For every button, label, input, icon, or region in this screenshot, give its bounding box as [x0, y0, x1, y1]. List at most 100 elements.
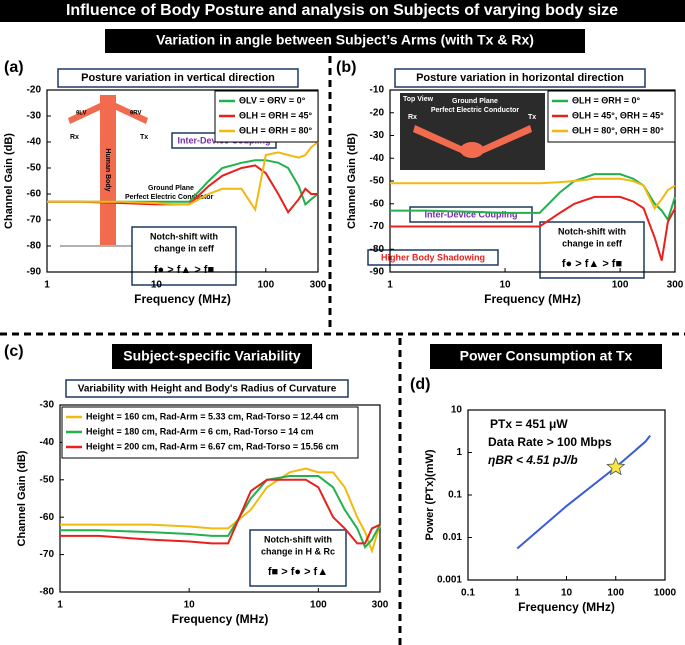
- y-tick-label: -20: [370, 107, 385, 118]
- panel-label: (b): [336, 59, 356, 76]
- y-tick-label: -30: [370, 130, 385, 141]
- x-tick-label: 10: [499, 280, 511, 291]
- series-line: [516, 434, 651, 550]
- legend-label: ΘLH = ΘRH = 0°: [572, 95, 641, 105]
- series-line: [60, 467, 381, 554]
- annotation: Notch-shift with: [264, 534, 332, 544]
- x-tick-label: 1: [514, 588, 520, 599]
- y-tick-label: -50: [27, 163, 42, 174]
- x-tick-label: 300: [310, 280, 327, 291]
- y-tick-label: 1: [456, 447, 462, 458]
- y-tick-label: -40: [40, 437, 55, 448]
- y-tick-label: -70: [40, 549, 55, 560]
- inset-label: θRV: [130, 111, 141, 117]
- y-tick-label: -90: [370, 267, 385, 278]
- series-line: [47, 141, 319, 213]
- panel-title: Posture variation in horizontal directio…: [416, 72, 624, 84]
- section-bar: [430, 344, 662, 369]
- panel-title-box: [57, 68, 299, 88]
- annotation: Notch-shift with: [558, 226, 626, 236]
- panel-title-box: [394, 68, 646, 88]
- y-tick-label: -20: [27, 85, 42, 96]
- x-tick-label: 300: [667, 280, 684, 291]
- x-tick-label: 300: [372, 600, 389, 611]
- y-tick-label: -50: [370, 176, 385, 187]
- legend-label: Height = 180 cm, Rad-Arm = 6 cm, Rad-Tor…: [86, 426, 314, 436]
- plot-frame: [59, 404, 381, 593]
- annotation: Higher Body Shadowing: [381, 252, 485, 262]
- legend-label: Height = 160 cm, Rad-Arm = 5.33 cm, Rad-…: [86, 411, 339, 421]
- series-line: [390, 177, 676, 211]
- annotation: change in εeff: [154, 243, 215, 253]
- y-tick-label: 10: [451, 405, 463, 416]
- panel-title: Variability with Height and Body's Radiu…: [78, 384, 337, 395]
- y-tick-label: -80: [370, 244, 385, 255]
- inset-b: Top View Ground Plane Perfect Electric C…: [400, 93, 545, 170]
- y-axis-label: Channel Gain (dB): [16, 450, 28, 546]
- y-tick-label: -90: [27, 267, 42, 278]
- y-tick-label: -10: [370, 85, 385, 96]
- annotation: ηBR < 4.51 pJ/b: [488, 453, 578, 467]
- y-tick-label: -30: [40, 400, 55, 411]
- annotation: Inter-Device Coupling: [424, 209, 517, 219]
- y-tick-label: 0.001: [437, 575, 462, 586]
- y-tick-label: -70: [370, 221, 385, 232]
- annotation: f● > f▲ > f■: [562, 258, 622, 270]
- inset-label: Tx: [140, 134, 148, 141]
- y-tick-label: 0.01: [443, 532, 463, 543]
- panel-title: Posture variation in vertical direction: [81, 72, 275, 84]
- figure-title: Influence of Body Posture and analysis o…: [66, 2, 618, 19]
- plot-frame: [46, 89, 319, 273]
- y-tick-label: -40: [370, 153, 385, 164]
- series-line: [47, 164, 318, 214]
- header-bar: [0, 0, 685, 22]
- legend-label: Height = 200 cm, Rad-Arm = 6.67 cm, Rad-…: [86, 441, 339, 451]
- plot-area: 1 10 100 300 -90 -80 -70 -60 -50 -40 -30 -20 Frequen…: [3, 85, 327, 307]
- y-axis-label: Channel Gain (dB): [3, 133, 15, 229]
- legend-label: ΘLH = 45°, ΘRH = 45°: [572, 110, 664, 120]
- y-tick-label: -30: [27, 111, 42, 122]
- x-tick-label: 1000: [654, 588, 677, 599]
- legend-box: [61, 406, 359, 459]
- section-bar: [105, 29, 585, 53]
- y-tick-label: -60: [40, 512, 55, 523]
- x-tick-label: 100: [607, 588, 624, 599]
- inset-label: Rx: [408, 114, 417, 121]
- x-axis-label: Frequency (MHz): [172, 612, 269, 626]
- annotation: Notch-shift with: [150, 231, 218, 241]
- annotation: f■ > f● > f▲: [268, 566, 328, 578]
- annotation-box: [249, 529, 347, 587]
- annotation: PTx = 451 μW: [490, 417, 568, 431]
- arm-shape: [116, 103, 148, 124]
- panel-title-box: [65, 379, 349, 398]
- plot-area: 1 10 100 300 -80 -70 -60 -50 -40 -30 Frequency (MH…: [16, 400, 389, 627]
- x-tick-label: 10: [184, 600, 196, 611]
- x-tick-label: 100: [310, 600, 327, 611]
- x-axis-label: Frequency (MHz): [134, 292, 231, 306]
- legend-label: ΘLH = ΘRH = 80°: [239, 125, 313, 135]
- annotation-box: [367, 249, 499, 266]
- inset-label: Ground Plane: [452, 98, 498, 105]
- series-line: [390, 195, 676, 261]
- body-shape: [100, 95, 116, 245]
- inset-a: Rx Tx Human Body Ground Plane Perfect El…: [60, 95, 214, 247]
- arm-shape: [68, 103, 100, 124]
- annotation: Data Rate > 100 Mbps: [488, 435, 612, 449]
- annotation-box: [539, 221, 645, 279]
- y-axis-label: Power (PTx)(mW): [424, 449, 436, 540]
- inset-label: Tx: [528, 114, 536, 121]
- y-tick-label: -80: [27, 241, 42, 252]
- legend-label: ΘLH = ΘRH = 45°: [239, 110, 313, 120]
- section-title: Subject-specific Variability: [123, 348, 301, 364]
- inset-label: Human Body: [104, 148, 111, 191]
- x-tick-label: 1: [44, 280, 50, 291]
- section-bar: [112, 344, 312, 369]
- arm-shape: [475, 125, 532, 157]
- section-title: Variation in angle between Subject’s Arm…: [156, 32, 534, 48]
- y-tick-label: -60: [27, 189, 42, 200]
- annotation-box: [131, 226, 237, 286]
- panel-title: Power Consumption at Tx: [460, 348, 633, 364]
- panel-label: (c): [4, 343, 24, 360]
